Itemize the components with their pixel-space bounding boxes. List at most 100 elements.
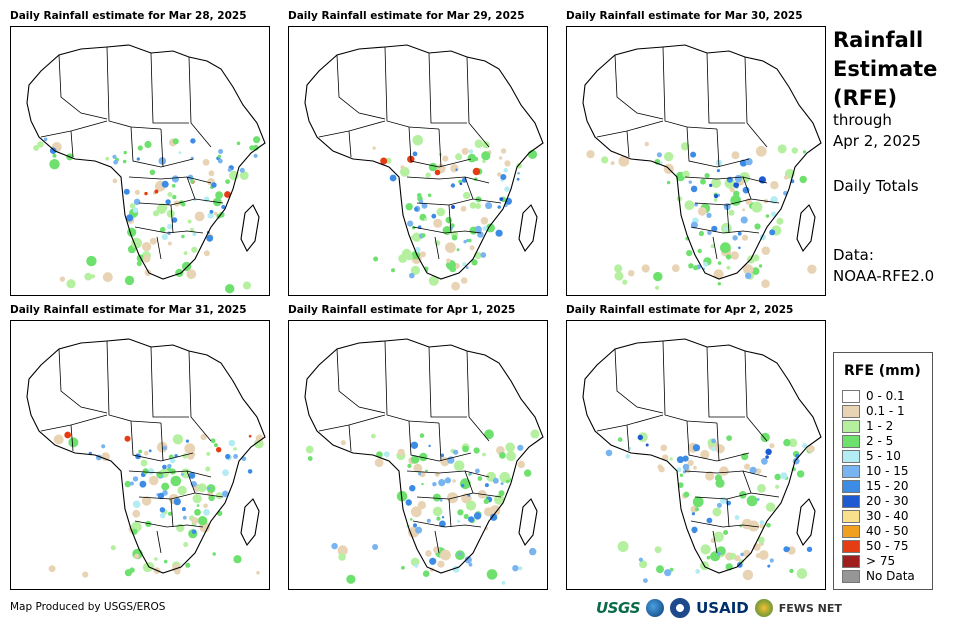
rain-cell bbox=[439, 498, 443, 502]
country-border bbox=[694, 492, 780, 500]
rain-cell bbox=[212, 552, 216, 556]
rain-cell bbox=[497, 205, 501, 209]
rain-cell bbox=[468, 516, 475, 523]
country-border bbox=[170, 498, 174, 528]
rain-cell bbox=[656, 565, 664, 574]
rain-cell bbox=[144, 191, 148, 196]
rain-cell bbox=[436, 207, 446, 217]
rain-cell bbox=[638, 557, 643, 562]
rain-cell bbox=[788, 438, 798, 448]
side-title-line3: (RFE) bbox=[833, 86, 898, 110]
rain-cell bbox=[207, 487, 211, 490]
country-border bbox=[412, 226, 482, 234]
country-border bbox=[408, 126, 472, 168]
legend-item: 5 - 10 bbox=[842, 449, 901, 463]
country-border bbox=[70, 424, 74, 452]
country-border bbox=[434, 236, 440, 260]
rain-cell bbox=[59, 276, 66, 282]
rain-cell bbox=[203, 503, 208, 509]
rain-cell bbox=[741, 518, 753, 530]
country-border bbox=[464, 176, 474, 200]
country-border bbox=[726, 204, 730, 234]
rain-cell bbox=[463, 513, 469, 520]
rain-cell bbox=[248, 434, 252, 438]
country-border bbox=[160, 422, 164, 462]
rain-cell bbox=[144, 451, 149, 456]
rain-cell bbox=[482, 452, 486, 457]
rain-cell bbox=[419, 433, 425, 438]
rain-cell bbox=[429, 557, 437, 565]
rain-cell bbox=[614, 271, 624, 281]
rain-cell bbox=[338, 553, 346, 561]
rain-cell bbox=[710, 244, 715, 249]
rain-cell bbox=[464, 556, 472, 564]
country-border bbox=[408, 420, 472, 462]
legend-label: 15 - 20 bbox=[866, 479, 909, 493]
rain-cell bbox=[719, 497, 727, 504]
legend-swatch bbox=[842, 495, 860, 508]
rain-cell bbox=[691, 526, 698, 533]
rain-cell bbox=[161, 180, 169, 188]
rain-cell bbox=[171, 175, 179, 183]
legend-swatch bbox=[842, 525, 860, 538]
rain-cell bbox=[471, 259, 478, 266]
rain-cell bbox=[757, 536, 765, 544]
rain-cell bbox=[499, 197, 504, 202]
rain-cell bbox=[759, 520, 765, 525]
legend-title: RFE (mm) bbox=[844, 363, 921, 379]
rain-cell bbox=[703, 261, 708, 267]
rain-cell bbox=[774, 473, 781, 481]
rain-cell bbox=[134, 189, 140, 195]
rain-cell bbox=[726, 435, 732, 441]
legend-swatch bbox=[842, 540, 860, 553]
country-border bbox=[406, 470, 490, 478]
country-border bbox=[684, 176, 768, 184]
rain-cell bbox=[734, 174, 742, 183]
rain-cell bbox=[682, 170, 690, 178]
africa-coastline bbox=[582, 44, 822, 280]
country-border bbox=[464, 470, 474, 494]
rain-cell bbox=[397, 448, 405, 456]
rain-cell bbox=[124, 275, 135, 286]
rain-cell bbox=[468, 238, 472, 243]
rain-cell bbox=[374, 458, 384, 468]
rain-cell bbox=[391, 268, 395, 273]
rain-cell bbox=[765, 214, 770, 218]
country-border bbox=[58, 348, 108, 414]
panel-title-1: Daily Rainfall estimate for Mar 28, 2025 bbox=[10, 10, 247, 22]
country-border bbox=[384, 340, 440, 424]
rain-cell bbox=[167, 192, 173, 197]
rain-cell bbox=[433, 218, 443, 228]
rain-cell bbox=[131, 237, 142, 249]
rain-cell bbox=[203, 250, 210, 257]
legend-swatch bbox=[842, 450, 860, 463]
legend-label: 40 - 50 bbox=[866, 524, 909, 538]
rain-cell bbox=[475, 203, 482, 209]
rain-cell bbox=[415, 526, 423, 534]
rain-cell bbox=[409, 485, 416, 492]
rain-cell bbox=[171, 184, 176, 188]
legend-label: 0.1 - 1 bbox=[866, 404, 905, 418]
rain-cell bbox=[654, 546, 662, 554]
legend-label: 0 - 0.1 bbox=[866, 389, 905, 403]
rain-cell bbox=[412, 135, 424, 146]
country-border bbox=[686, 420, 750, 462]
country-border bbox=[134, 520, 204, 528]
rain-cell bbox=[154, 189, 159, 194]
rain-cell bbox=[694, 202, 698, 207]
rain-cell bbox=[216, 447, 222, 453]
rain-cell bbox=[707, 230, 712, 236]
rain-cell bbox=[110, 545, 116, 551]
rain-cell bbox=[709, 183, 713, 187]
rain-cell bbox=[239, 167, 245, 173]
rain-cell bbox=[236, 141, 241, 146]
rain-cell bbox=[385, 157, 392, 164]
rain-cell bbox=[410, 441, 419, 449]
rain-cell bbox=[134, 553, 140, 559]
rain-cell bbox=[425, 172, 431, 178]
rain-cell bbox=[462, 262, 467, 267]
rain-cell bbox=[211, 182, 217, 188]
rain-cell bbox=[101, 444, 106, 449]
rain-cell bbox=[713, 269, 724, 280]
rain-cell bbox=[337, 545, 348, 556]
